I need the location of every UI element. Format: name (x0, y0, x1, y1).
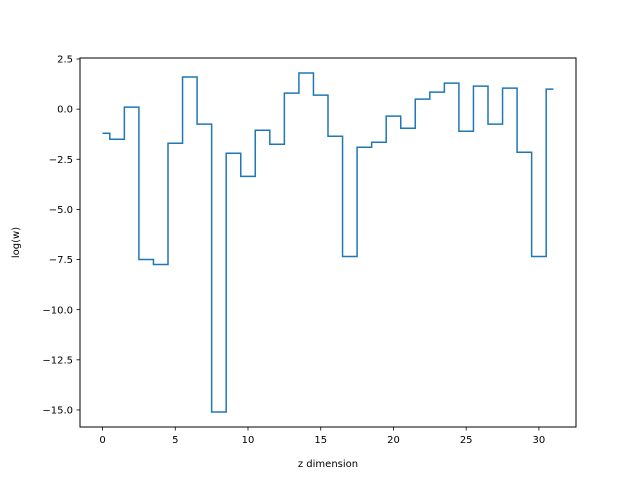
y-tick-label: −7.5 (49, 255, 73, 266)
x-tick-label: 15 (314, 435, 327, 446)
y-tick-label: 2.5 (57, 55, 73, 66)
x-tick-label: 20 (387, 435, 400, 446)
x-tick-label: 25 (460, 435, 473, 446)
y-tick-label: −15.0 (42, 406, 73, 417)
x-tick-label: 30 (533, 435, 546, 446)
y-tick-label: −5.0 (49, 205, 73, 216)
y-tick-label: −10.0 (42, 305, 73, 316)
x-tick-label: 10 (242, 435, 255, 446)
series-line-0 (102, 72, 554, 413)
x-axis-label: z dimension (298, 459, 358, 470)
x-tick-label: 5 (172, 435, 178, 446)
plot-frame (79, 57, 577, 428)
y-axis-label: log(w) (11, 227, 22, 258)
y-tick-label: −12.5 (42, 355, 73, 366)
y-tick-label: −2.5 (49, 155, 73, 166)
y-tick-label: 0.0 (57, 105, 73, 116)
x-tick-label: 0 (99, 435, 105, 446)
